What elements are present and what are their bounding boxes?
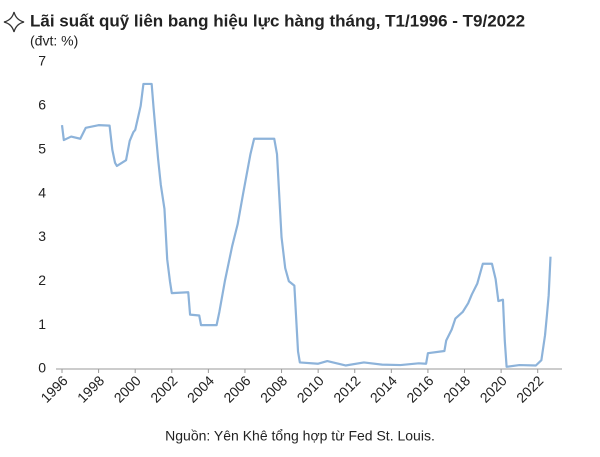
x-tick-label: 2010	[294, 372, 327, 405]
y-tick-label: 1	[38, 316, 46, 332]
source-note: Nguồn: Yên Khê tổng hợp từ Fed St. Louis…	[165, 428, 435, 444]
x-tick-label: 2006	[220, 372, 253, 405]
y-tick-label: 6	[38, 97, 46, 113]
y-tick-label: 2	[38, 272, 46, 288]
data-line	[60, 82, 552, 368]
x-tick-label: 2022	[513, 372, 546, 405]
x-tick-label: 2016	[403, 372, 436, 405]
x-tick-label: 2012	[330, 372, 363, 405]
x-tick-label: 2018	[440, 372, 473, 405]
x-tick-label: 2002	[147, 372, 180, 405]
y-tick-label: 0	[38, 360, 46, 376]
x-tick-label: 2020	[477, 372, 510, 405]
y-tick-label: 5	[38, 140, 46, 156]
sparkle-icon	[3, 11, 25, 33]
chart-title: Lãi suất quỹ liên bang hiệu lực hàng thá…	[30, 11, 525, 30]
chart-subtitle: (đvt: %)	[30, 33, 78, 49]
x-tick-label: 2008	[257, 372, 290, 405]
y-tick-label: 3	[38, 228, 46, 244]
y-tick-label: 4	[38, 184, 46, 200]
x-tick-label: 2000	[111, 372, 144, 405]
x-tick-label: 1998	[74, 372, 107, 405]
x-tick-label: 2014	[367, 372, 400, 405]
x-tick-label: 1996	[37, 372, 70, 405]
x-tick-label: 2004	[184, 372, 217, 405]
y-tick-label: 7	[38, 53, 46, 69]
